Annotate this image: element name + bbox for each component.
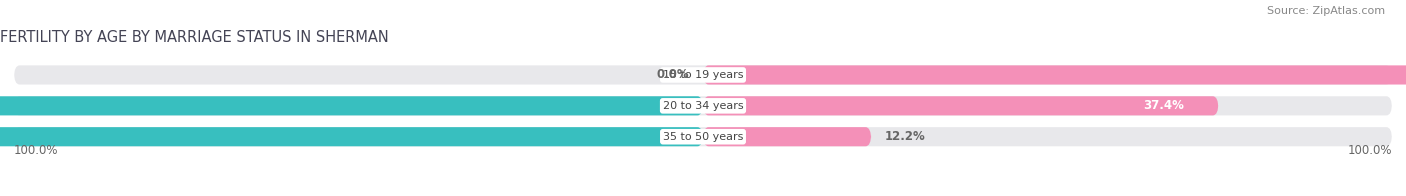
FancyBboxPatch shape: [0, 96, 703, 115]
Text: 37.4%: 37.4%: [1143, 99, 1184, 112]
FancyBboxPatch shape: [0, 127, 703, 146]
FancyBboxPatch shape: [14, 127, 1392, 146]
FancyBboxPatch shape: [703, 96, 1219, 115]
FancyBboxPatch shape: [703, 65, 1406, 84]
Text: 15 to 19 years: 15 to 19 years: [662, 70, 744, 80]
Text: 0.0%: 0.0%: [657, 68, 689, 82]
Text: 100.0%: 100.0%: [14, 144, 59, 157]
FancyBboxPatch shape: [14, 96, 1392, 115]
FancyBboxPatch shape: [703, 127, 872, 146]
Text: 35 to 50 years: 35 to 50 years: [662, 132, 744, 142]
Text: 20 to 34 years: 20 to 34 years: [662, 101, 744, 111]
Text: 12.2%: 12.2%: [884, 130, 925, 143]
Text: Source: ZipAtlas.com: Source: ZipAtlas.com: [1267, 6, 1385, 16]
Text: 100.0%: 100.0%: [1347, 144, 1392, 157]
FancyBboxPatch shape: [14, 65, 1392, 84]
Text: FERTILITY BY AGE BY MARRIAGE STATUS IN SHERMAN: FERTILITY BY AGE BY MARRIAGE STATUS IN S…: [0, 30, 389, 45]
